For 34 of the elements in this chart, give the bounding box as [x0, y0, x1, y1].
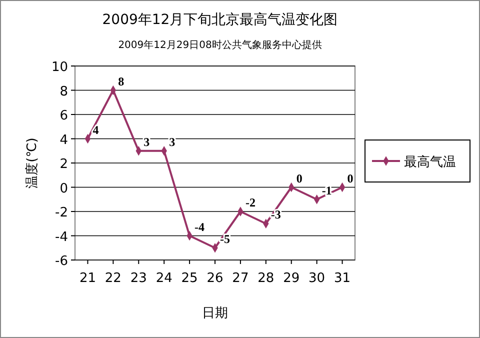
y-tick-label: -2 [55, 206, 68, 220]
x-tick-label: 23 [130, 271, 147, 286]
data-label: 3 [144, 134, 150, 149]
chart-subtitle: 2009年12月29日08时公共气象服务中心提供 [118, 39, 322, 51]
y-tick-label: -6 [55, 254, 68, 269]
legend-label: 最高气温 [404, 154, 456, 170]
x-tick-label: 24 [156, 271, 172, 286]
y-tick-label: 8 [60, 84, 68, 100]
y-tick-label: 10 [51, 60, 68, 75]
data-label: 0 [347, 171, 354, 186]
chart-title: 2009年12月下旬北京最高气温变化图 [102, 12, 338, 28]
x-tick-label: 31 [334, 271, 351, 286]
x-tick-label: 21 [79, 271, 96, 286]
y-tick-label: 2 [60, 157, 68, 172]
x-tick-label: 22 [104, 271, 122, 286]
y-tick-label: 0 [60, 181, 68, 196]
y-tick-label: -4 [55, 230, 68, 245]
data-label: 4 [92, 122, 99, 137]
data-label: 3 [169, 134, 176, 149]
y-tick-label: 4 [60, 132, 68, 148]
data-label: -1 [322, 183, 332, 198]
y-axis-title: 温度(℃) [24, 138, 40, 188]
x-tick-label: 26 [206, 271, 224, 286]
x-tick-label: 25 [181, 271, 198, 286]
data-label: 0 [296, 171, 302, 186]
data-label: 8 [118, 74, 124, 88]
x-tick-label: 27 [232, 271, 249, 286]
x-axis-title: 日期 [202, 306, 228, 321]
y-tick-label: 6 [60, 108, 68, 124]
x-tick-label: 29 [283, 271, 300, 286]
data-label: -4 [194, 220, 205, 234]
x-tick-label: 30 [308, 271, 326, 286]
data-label: -2 [245, 196, 256, 210]
x-tick-label: 28 [258, 271, 274, 286]
